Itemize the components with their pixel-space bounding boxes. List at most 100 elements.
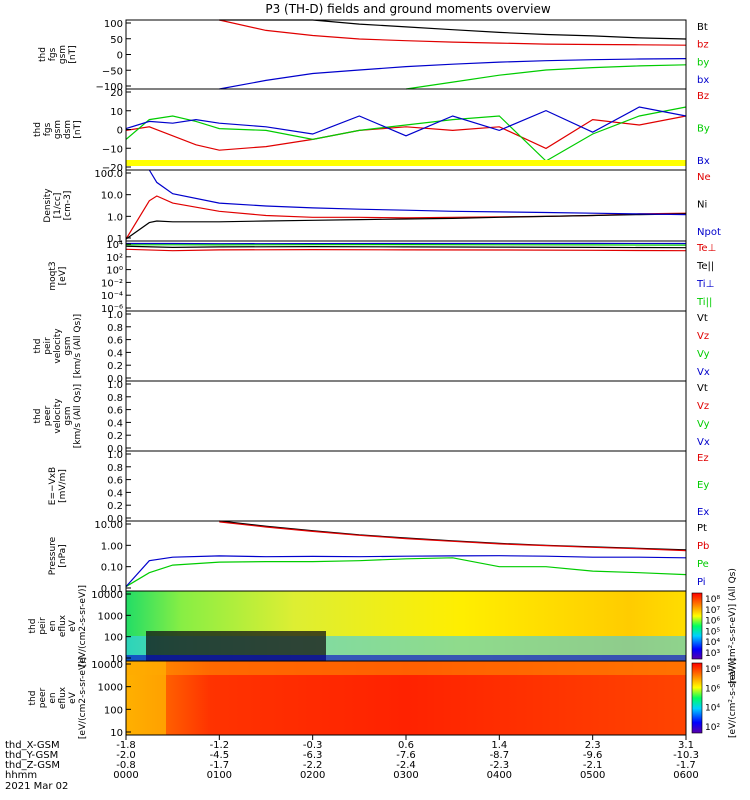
legend-Vt: Vt: [697, 313, 708, 324]
colorbar-tick-label: 10⁸: [705, 665, 720, 675]
legend-Te⊥: Te⊥: [696, 243, 716, 254]
colorbar-tick-label: 10⁶: [705, 617, 720, 627]
y-axis-label: thd: [33, 122, 43, 137]
panel-frame: [125, 88, 687, 171]
y-axis-label: thd: [28, 691, 38, 706]
legend-Ex: Ex: [697, 507, 709, 518]
panel-fgs-small: 20 10 0 −10 −20 thd fgs gsm dsm [nT] Bz By Bx: [33, 88, 710, 174]
series-line-Npot: [148, 169, 687, 216]
legend-Pe: Pe: [697, 559, 709, 570]
legend-Ti⊥: Ti⊥: [696, 279, 714, 290]
panel-peer-spectrogram: 10000 1000 100 10 thd peer en eflux eV [eV/(cm2-s…: [28, 657, 738, 739]
footer-value: -2.4: [396, 760, 416, 771]
panel-fgs-large: 100 50 0 −50 −100 thd fgs gsm [nT] Bt bz by bx: [38, 19, 709, 93]
y-axis-label: eflux: [58, 686, 68, 709]
series-line-Pe: [125, 557, 687, 588]
y-tick-label: 0.1: [107, 234, 123, 245]
y-tick-label: 1.00: [101, 541, 123, 552]
y-axis-label: [nT]: [73, 120, 83, 138]
footer-row-label: hhmm: [5, 770, 37, 781]
footer-value: 0200: [300, 770, 325, 781]
quality-bar: [126, 160, 686, 166]
y-tick-label: 10.00: [94, 520, 123, 531]
y-axis-label: gsm: [63, 406, 73, 425]
series-line-Te⊥: [125, 248, 687, 252]
colorbar-tick-label: 10⁵: [705, 627, 720, 637]
legend-Vx: Vx: [697, 367, 710, 378]
colorbar-tick-label: 10⁴: [705, 704, 720, 714]
legend-Ne: Ne: [697, 172, 711, 183]
y-tick-label: 100: [104, 633, 123, 644]
legend-Vy: Vy: [697, 419, 710, 430]
footer-value: 0.6: [398, 740, 414, 751]
y-axis-label: [eV/(cm2-s-sr-eV)]: [78, 657, 88, 739]
footer-value: 2.3: [585, 740, 601, 751]
colorbar-tick-label: 10²: [705, 723, 720, 733]
y-tick-label: 1000: [98, 611, 123, 622]
y-axis-label: [eV/(cm2-s-sr-eV)]: [78, 585, 88, 667]
y-axis-label: [nPa]: [58, 544, 68, 567]
colorbar: [691, 592, 703, 660]
panel-density: 100.0 10.0 1.0 0.1 Density [1/cc] [cm-3] Ne Ni Np…: [43, 169, 721, 245]
y-tick-label: 0.8: [107, 323, 123, 334]
colorbar-label: [eV/(cm²-s-sr-eV)] (All Qs): [728, 568, 738, 684]
y-axis-label: [cm-3]: [63, 191, 73, 221]
panel-frame: [125, 240, 687, 312]
y-tick-label: −10: [102, 144, 123, 155]
panel-frame: [125, 19, 687, 90]
footer-row-label: thd_X-GSM: [5, 740, 60, 751]
panel-frame: [125, 169, 687, 242]
y-tick-label: 0.01: [101, 584, 123, 595]
footer-value: -2.1: [583, 760, 603, 771]
y-tick-label: 0.4: [107, 488, 123, 499]
legend-Pt: Pt: [697, 523, 707, 534]
legend-Vz: Vz: [697, 331, 709, 342]
y-tick-label: 1.0: [107, 380, 123, 391]
y-tick-label: 0.0: [107, 514, 123, 525]
legend-By: By: [697, 124, 710, 135]
y-tick-label: 10: [110, 107, 123, 118]
y-axis-label: fgs: [48, 47, 58, 61]
legend-Vy: Vy: [697, 349, 710, 360]
y-axis-label: thd: [33, 409, 43, 424]
footer-value: -2.0: [116, 750, 136, 761]
y-tick-label: 10⁴: [106, 240, 123, 251]
y-tick-label: 0.6: [107, 406, 123, 417]
footer-value: -1.8: [116, 740, 136, 751]
y-tick-label: 0.0: [107, 374, 123, 385]
y-tick-label: 0.6: [107, 476, 123, 487]
legend-bx: bx: [697, 75, 709, 86]
colorbar-tick-label: 10³: [705, 649, 720, 659]
colorbar-tick-label: 10⁷: [705, 606, 720, 616]
spectrogram-early: [126, 661, 166, 735]
footer-value: 3.1: [678, 740, 694, 751]
legend-Bz: Bz: [697, 91, 709, 102]
y-axis-label: [nT]: [68, 45, 78, 63]
y-axis-label: velocity: [53, 398, 63, 434]
panel-peer-velocity: 1.0 0.8 0.60.4 0.2 0.0 thd peer velocity gsm [km/…: [33, 380, 710, 455]
footer-value: -0.8: [116, 760, 136, 771]
y-axis-label: fgs: [43, 122, 53, 136]
y-tick-label: −50: [102, 66, 123, 77]
footer-value: 0000: [113, 770, 138, 781]
footer-value: -7.6: [396, 750, 416, 761]
y-tick-label: 1.0: [107, 310, 123, 321]
y-tick-label: 0.6: [107, 336, 123, 347]
colorbar: [691, 662, 703, 734]
series-line-Ni: [125, 213, 687, 240]
y-axis-label: en: [48, 620, 58, 631]
y-tick-label: −100: [96, 82, 123, 93]
legend-Ey: Ey: [697, 480, 709, 491]
y-tick-label: 10⁻²: [101, 278, 123, 289]
footer-value: -1.2: [210, 740, 230, 751]
y-axis-label: peer: [43, 405, 53, 426]
y-tick-label: 0: [117, 51, 123, 62]
series-line-Ne: [125, 195, 687, 240]
footer-value: -9.6: [583, 750, 603, 761]
panel-peir-spectrogram: 10000 1000 100 10 thd peir en eflux eV [eV/(cm2-s…: [28, 568, 738, 684]
footer-value: -0.3: [303, 740, 323, 751]
y-tick-label: 10.0: [101, 191, 123, 202]
footer-value: -6.3: [303, 750, 323, 761]
y-tick-label: 0: [117, 126, 123, 137]
